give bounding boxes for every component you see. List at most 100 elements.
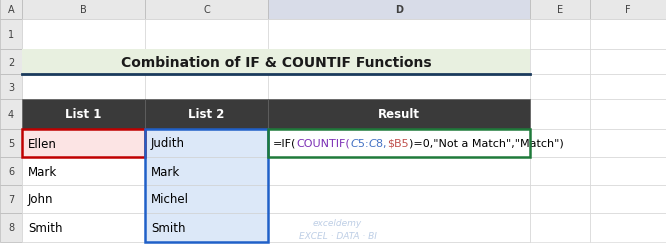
Bar — [22, 100, 145, 130]
Text: Combination of IF & COUNTIF Functions: Combination of IF & COUNTIF Functions — [121, 55, 432, 69]
Text: Ellen: Ellen — [28, 137, 57, 150]
Bar — [22, 100, 145, 130]
Bar — [590, 75, 666, 100]
Bar — [268, 75, 530, 100]
Bar — [268, 185, 530, 213]
Text: =IF(: =IF( — [273, 138, 296, 148]
Bar — [145, 75, 268, 100]
Bar — [22, 50, 145, 75]
Bar — [530, 213, 590, 242]
Bar — [590, 213, 666, 242]
Bar — [0, 213, 22, 242]
Bar — [145, 0, 268, 20]
Bar — [530, 185, 590, 213]
Text: $C$5:$C$8,: $C$5:$C$8, — [350, 137, 388, 150]
Bar — [0, 158, 22, 185]
Bar — [590, 50, 666, 75]
Text: Mark: Mark — [151, 165, 180, 178]
Text: Smith: Smith — [151, 221, 186, 234]
Text: Smith: Smith — [28, 221, 63, 234]
Bar — [0, 130, 22, 158]
Bar — [0, 75, 22, 100]
Bar — [145, 213, 268, 242]
Bar — [590, 185, 666, 213]
Bar — [530, 158, 590, 185]
Bar — [590, 158, 666, 185]
Text: COUNTIF(: COUNTIF( — [296, 138, 350, 148]
Bar — [530, 0, 590, 20]
Bar — [145, 130, 268, 242]
Text: 3: 3 — [8, 82, 14, 92]
Bar — [145, 20, 268, 50]
Bar — [22, 130, 145, 158]
Bar — [145, 185, 268, 213]
Bar — [22, 0, 145, 20]
Bar — [530, 20, 590, 50]
Text: E: E — [557, 5, 563, 15]
Bar — [590, 20, 666, 50]
Text: 1: 1 — [8, 30, 14, 40]
Bar — [530, 100, 590, 130]
Text: 7: 7 — [8, 194, 14, 204]
Bar — [145, 100, 268, 130]
Text: 8: 8 — [8, 223, 14, 233]
Bar — [268, 0, 530, 20]
Bar — [22, 75, 145, 100]
Bar — [590, 0, 666, 20]
Bar — [0, 100, 22, 130]
Bar — [530, 50, 590, 75]
Text: 5: 5 — [8, 138, 14, 148]
Bar — [145, 158, 268, 185]
Bar — [145, 100, 268, 130]
Text: Michel: Michel — [151, 193, 189, 206]
Text: D: D — [395, 5, 403, 15]
Bar — [145, 213, 268, 242]
Text: exceldemy
EXCEL · DATA · BI: exceldemy EXCEL · DATA · BI — [298, 218, 376, 240]
Bar — [22, 158, 145, 185]
Bar — [0, 20, 22, 50]
Bar — [22, 20, 145, 50]
Bar — [268, 213, 530, 242]
Bar — [530, 75, 590, 100]
Bar — [145, 130, 268, 158]
Bar — [145, 50, 268, 75]
Bar — [268, 158, 530, 185]
Bar — [268, 130, 530, 158]
Bar — [22, 50, 530, 75]
Text: F: F — [625, 5, 631, 15]
Bar — [268, 185, 530, 213]
Text: Result: Result — [378, 108, 420, 121]
Text: Mark: Mark — [28, 165, 57, 178]
Bar — [268, 130, 530, 158]
Text: List 2: List 2 — [188, 108, 224, 121]
Bar — [268, 50, 530, 75]
Text: List 1: List 1 — [65, 108, 102, 121]
Bar — [268, 158, 530, 185]
Bar — [530, 130, 590, 158]
Bar — [590, 130, 666, 158]
Bar — [268, 100, 530, 130]
Text: Judith: Judith — [151, 137, 185, 150]
Bar — [0, 50, 22, 75]
Bar — [22, 158, 145, 185]
Bar — [268, 213, 530, 242]
Text: A: A — [8, 5, 14, 15]
Bar — [22, 185, 145, 213]
Bar — [0, 0, 22, 20]
Text: C: C — [203, 5, 210, 15]
Bar — [22, 213, 145, 242]
Bar — [22, 185, 145, 213]
Bar — [145, 130, 268, 158]
Bar — [145, 158, 268, 185]
Bar — [590, 100, 666, 130]
Bar — [268, 20, 530, 50]
Bar — [0, 185, 22, 213]
Bar — [268, 130, 530, 158]
Text: 4: 4 — [8, 110, 14, 119]
Bar — [145, 185, 268, 213]
Bar — [22, 130, 145, 158]
Text: 6: 6 — [8, 166, 14, 176]
Bar — [22, 213, 145, 242]
Text: )=0,"Not a Match","Match"): )=0,"Not a Match","Match") — [409, 138, 564, 148]
Text: 2: 2 — [8, 57, 14, 67]
